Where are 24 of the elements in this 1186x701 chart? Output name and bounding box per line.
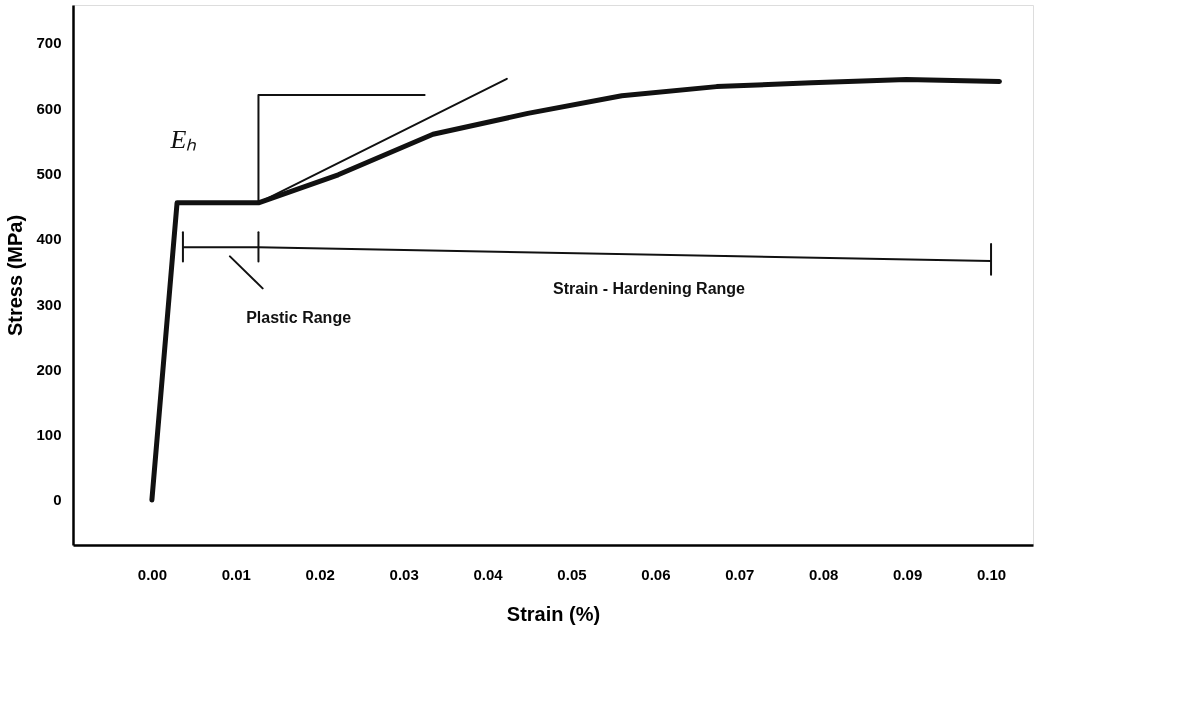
x-tick-label: 0.05 bbox=[557, 565, 587, 583]
y-tick-label: 700 bbox=[36, 34, 62, 52]
x-tick-label: 0.06 bbox=[641, 565, 671, 583]
x-tick-label: 0.00 bbox=[137, 565, 167, 583]
y-tick-label: 300 bbox=[36, 295, 62, 313]
y-tick-label: 100 bbox=[36, 426, 62, 444]
y-tick-label: 600 bbox=[36, 99, 62, 117]
annotation: Eₕ bbox=[169, 125, 198, 154]
y-tick-label: 500 bbox=[36, 164, 62, 182]
x-tick-label: 0.08 bbox=[809, 565, 839, 583]
y-tick-label: 200 bbox=[36, 360, 62, 378]
x-tick-label: 0.04 bbox=[473, 565, 504, 583]
x-axis-title: Strain (%) bbox=[506, 602, 601, 625]
y-tick-label: 0 bbox=[53, 491, 62, 509]
x-tick-label: 0.02 bbox=[305, 565, 335, 583]
annotation: Plastic Range bbox=[246, 309, 352, 327]
x-tick-label: 0.10 bbox=[976, 565, 1007, 583]
x-tick-label: 0.09 bbox=[893, 565, 923, 583]
y-axis-title: Stress (MPa) bbox=[4, 214, 27, 337]
x-tick-label: 0.01 bbox=[221, 565, 251, 583]
y-tick-label: 400 bbox=[36, 230, 62, 248]
x-tick-label: 0.03 bbox=[389, 565, 419, 583]
annotation: Strain - Hardening Range bbox=[552, 279, 746, 297]
x-tick-label: 0.07 bbox=[725, 565, 755, 583]
